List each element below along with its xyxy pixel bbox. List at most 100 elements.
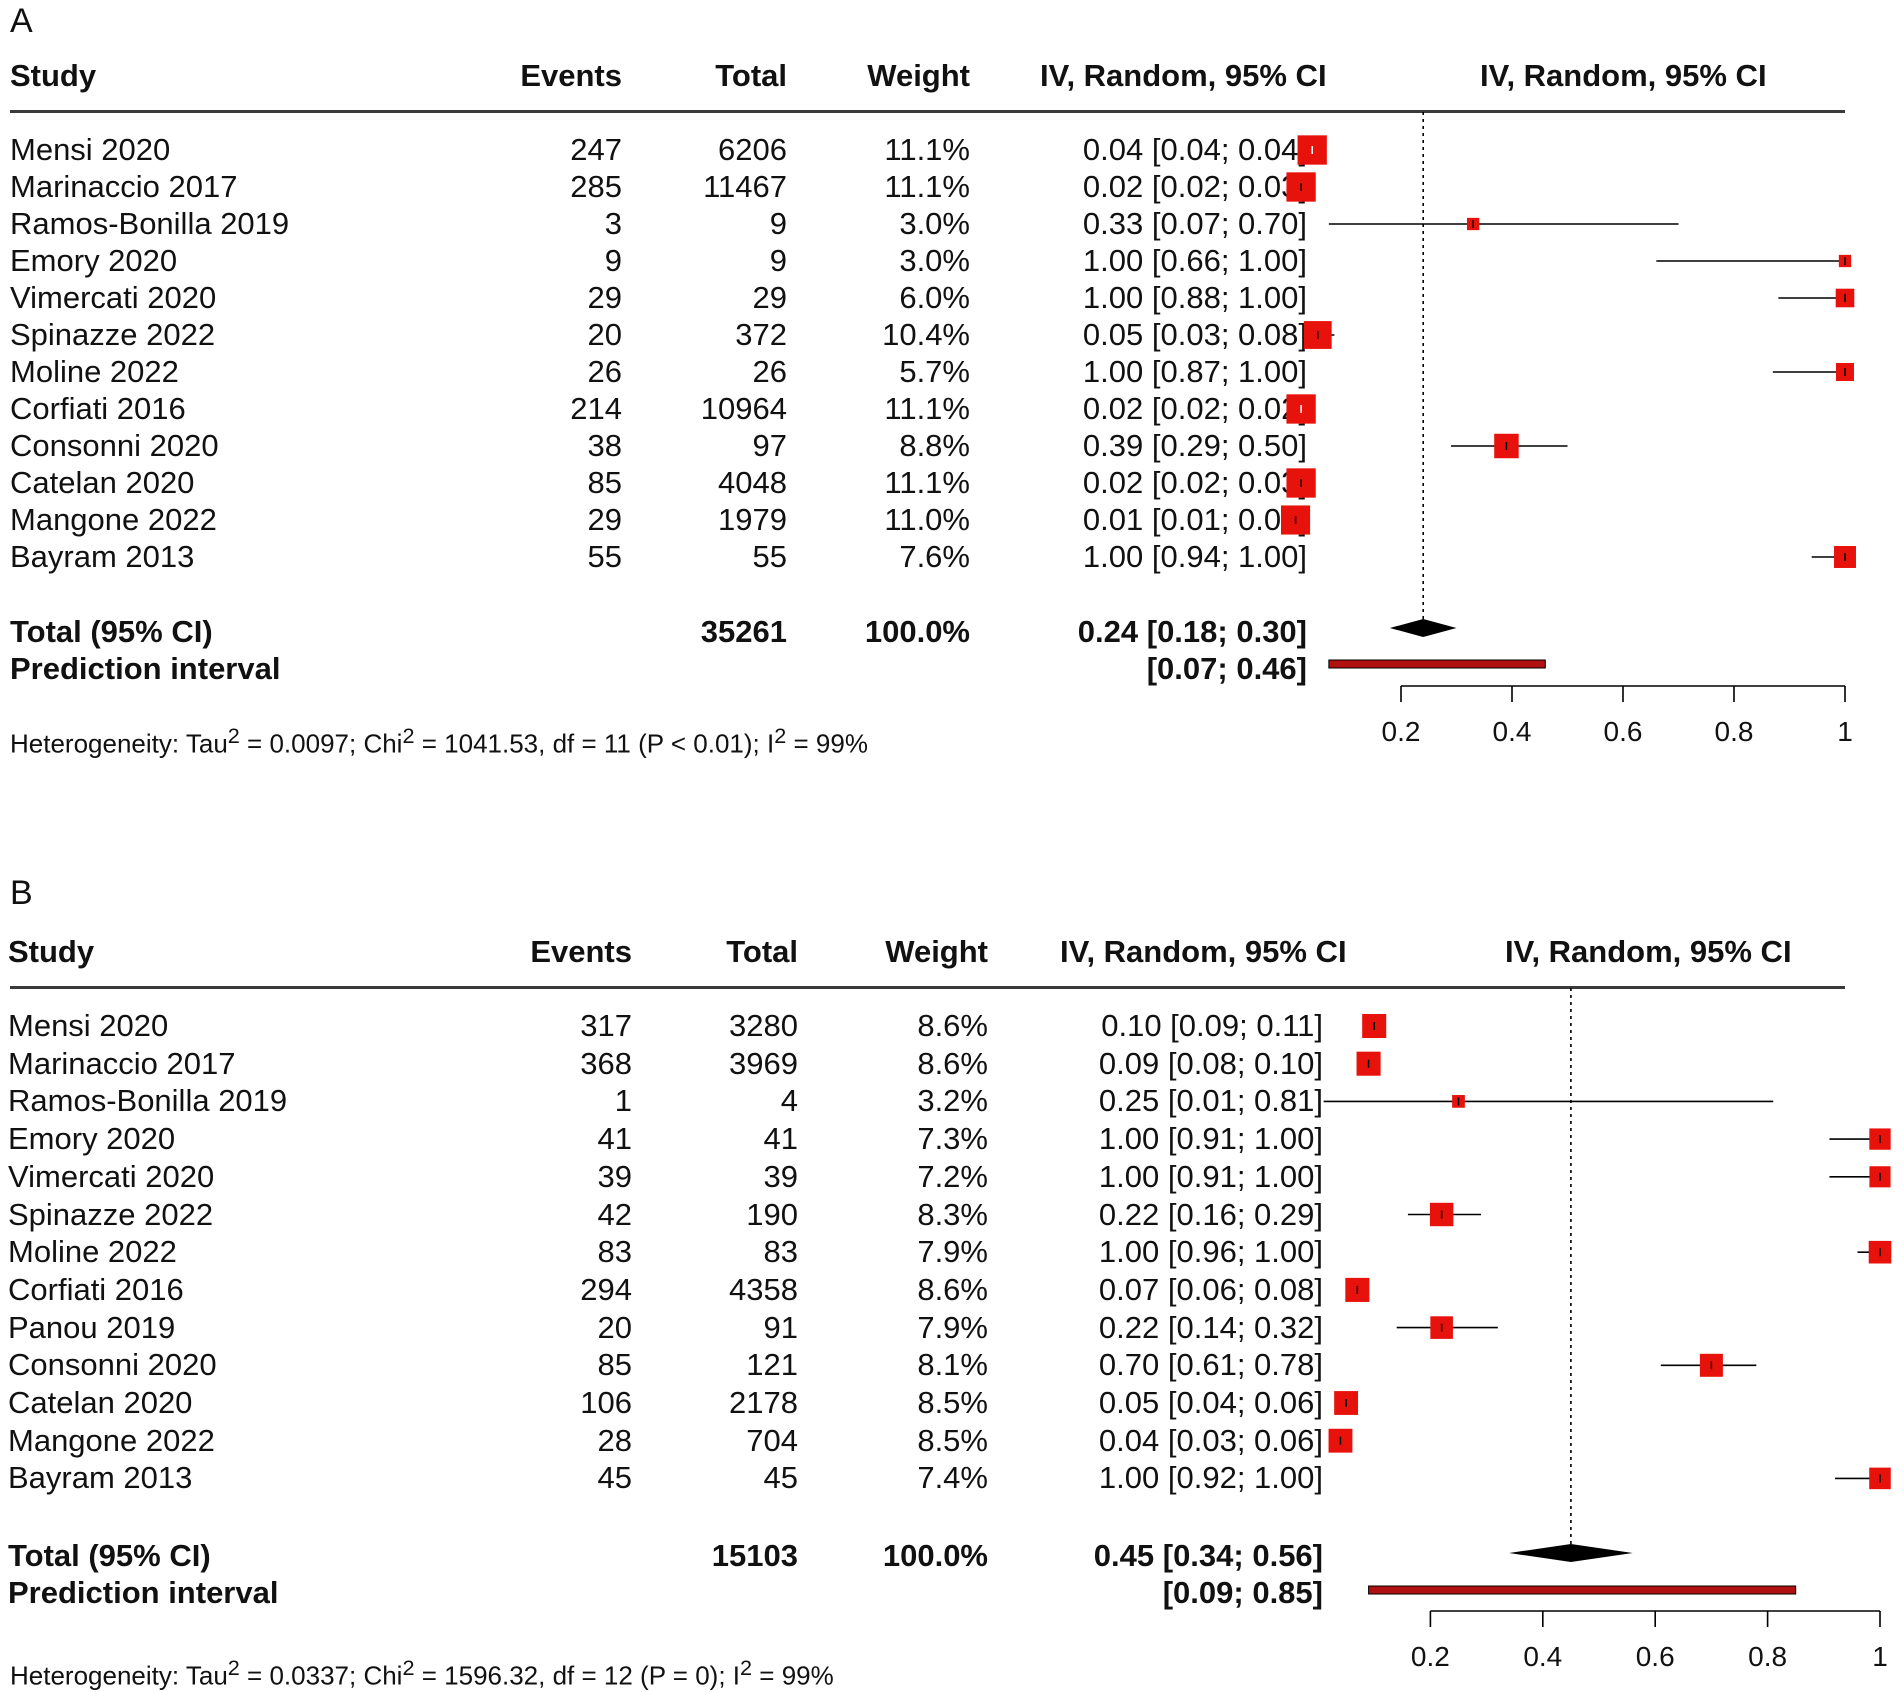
study-name: Mangone 2022	[10, 502, 217, 537]
total-value: 55	[752, 539, 787, 574]
total-value: 41	[763, 1121, 798, 1156]
study-name: Mensi 2020	[8, 1008, 169, 1043]
header-weight: Weight	[867, 58, 970, 93]
ci-value: 0.04 [0.03; 0.06]	[1098, 1423, 1323, 1458]
weight-value: 8.8%	[899, 428, 970, 463]
total-value: 1979	[718, 502, 787, 537]
total-value: 9	[769, 206, 787, 241]
ci-value: 1.00 [0.96; 1.00]	[1098, 1234, 1323, 1269]
ci-value: 1.00 [0.66; 1.00]	[1082, 243, 1307, 278]
header-total: Total	[715, 58, 787, 93]
pooled-estimate-diamond	[1509, 1544, 1633, 1562]
events-value: 247	[570, 132, 622, 167]
header-events: Events	[520, 58, 622, 93]
weight-value: 11.1%	[884, 132, 970, 167]
study-name: Mensi 2020	[10, 132, 171, 167]
x-tick-label: 0.8	[1748, 1641, 1787, 1672]
weight-value: 7.6%	[899, 539, 970, 574]
study-name: Corfiati 2016	[10, 391, 186, 426]
panel-label: B	[10, 874, 33, 912]
study-name: Marinaccio 2017	[10, 169, 238, 204]
summary-total: 35261	[700, 614, 787, 649]
x-tick-label: 0.4	[1493, 716, 1532, 747]
prediction-label: Prediction interval	[10, 651, 281, 686]
total-value: 83	[763, 1234, 798, 1269]
events-value: 3	[604, 206, 622, 241]
events-value: 20	[587, 317, 622, 352]
study-name: Marinaccio 2017	[8, 1046, 236, 1081]
x-tick-label: 0.8	[1715, 716, 1754, 747]
total-value: 29	[752, 280, 787, 315]
events-value: 20	[597, 1310, 632, 1345]
study-name: Catelan 2020	[8, 1385, 193, 1420]
study-name: Moline 2022	[8, 1234, 177, 1269]
events-value: 41	[597, 1121, 632, 1156]
weight-value: 8.6%	[917, 1008, 988, 1043]
ci-value: 1.00 [0.91; 1.00]	[1098, 1121, 1323, 1156]
panel-label: A	[10, 2, 33, 40]
total-value: 45	[763, 1460, 798, 1495]
ci-value: 0.05 [0.03; 0.08]	[1082, 317, 1307, 352]
ci-value: 0.02 [0.02; 0.03]	[1082, 169, 1307, 204]
study-name: Panou 2019	[8, 1310, 176, 1345]
total-value: 39	[763, 1159, 798, 1194]
ci-value: 0.09 [0.08; 0.10]	[1098, 1046, 1323, 1081]
prediction-ci: [0.07; 0.46]	[1146, 651, 1307, 686]
x-tick-label: 0.2	[1382, 716, 1421, 747]
weight-value: 5.7%	[899, 354, 970, 389]
ci-value: 0.70 [0.61; 0.78]	[1098, 1347, 1323, 1382]
forest-panel-b: B Study Events Total Weight IV, Random, …	[0, 870, 1904, 1692]
header-rule	[10, 986, 1845, 989]
total-value: 91	[763, 1310, 798, 1345]
weight-value: 8.5%	[917, 1385, 988, 1420]
ci-value: 0.25 [0.01; 0.81]	[1098, 1083, 1323, 1118]
ci-value: 0.22 [0.14; 0.32]	[1098, 1310, 1323, 1345]
x-tick-label: 1	[1872, 1641, 1888, 1672]
study-name: Catelan 2020	[10, 465, 195, 500]
events-value: 29	[587, 280, 622, 315]
forest-plot-a: 0.2 0.4 0.6 0.8 1	[1281, 112, 1856, 747]
study-name: Ramos-Bonilla 2019	[10, 206, 290, 241]
events-value: 55	[587, 539, 622, 574]
study-name: Moline 2022	[10, 354, 179, 389]
summary-ci: 0.24 [0.18; 0.30]	[1077, 614, 1307, 649]
weight-value: 11.0%	[884, 502, 970, 537]
events-value: 83	[597, 1234, 632, 1269]
study-name: Corfiati 2016	[8, 1272, 184, 1307]
forest-panel-a: A Study Events Total Weight IV, Random, …	[10, 2, 1856, 759]
header-plot: IV, Random, 95% CI	[1480, 58, 1767, 93]
total-value: 2178	[729, 1385, 798, 1420]
total-value: 9	[769, 243, 787, 278]
ci-value: 1.00 [0.88; 1.00]	[1082, 280, 1307, 315]
pooled-estimate-diamond	[1389, 619, 1457, 637]
weight-value: 8.6%	[917, 1272, 988, 1307]
header-study: Study	[8, 934, 95, 969]
weight-value: 8.6%	[917, 1046, 988, 1081]
ci-value: 1.00 [0.87; 1.00]	[1082, 354, 1307, 389]
events-value: 42	[597, 1197, 632, 1232]
events-value: 26	[587, 354, 622, 389]
header-rule	[10, 110, 1845, 113]
total-value: 121	[746, 1347, 798, 1382]
heterogeneity-text: Heterogeneity: Tau2 = 0.0337; Chi2 = 159…	[10, 1655, 834, 1691]
total-value: 4358	[729, 1272, 798, 1307]
prediction-label: Prediction interval	[8, 1575, 279, 1610]
total-value: 3280	[729, 1008, 798, 1043]
x-tick-label: 0.2	[1411, 1641, 1450, 1672]
x-tick-label: 0.6	[1604, 716, 1643, 747]
summary-weight: 100.0%	[882, 1538, 988, 1573]
study-name: Vimercati 2020	[8, 1159, 215, 1194]
ci-value: 0.22 [0.16; 0.29]	[1098, 1197, 1323, 1232]
study-name: Consonni 2020	[10, 428, 219, 463]
study-name: Bayram 2013	[10, 539, 195, 574]
header-total: Total	[726, 934, 798, 969]
prediction-interval-bar	[1328, 659, 1546, 669]
prediction-interval-bar	[1368, 1585, 1797, 1595]
events-value: 9	[604, 243, 622, 278]
header-events: Events	[530, 934, 632, 969]
weight-value: 8.3%	[917, 1197, 988, 1232]
total-value: 372	[735, 317, 787, 352]
study-name: Mangone 2022	[8, 1423, 215, 1458]
study-name: Emory 2020	[10, 243, 178, 278]
weight-value: 11.1%	[884, 465, 970, 500]
